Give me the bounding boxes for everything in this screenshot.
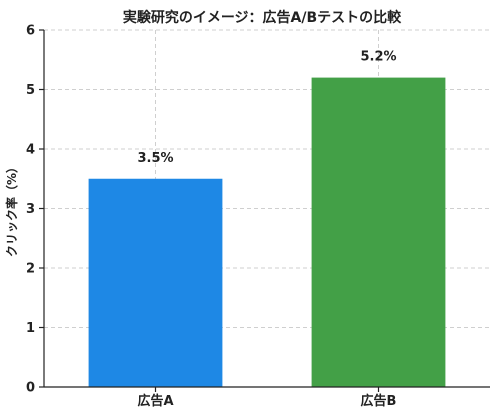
bars [88, 77, 446, 387]
bar-b [311, 77, 446, 387]
y-tick-label: 5 [26, 83, 35, 98]
y-tick-label: 2 [26, 262, 35, 277]
data-labels: 3.5% 5.2% [137, 50, 396, 166]
y-tick-label: 3 [26, 202, 35, 217]
x-ticks: 広告A 広告B [137, 387, 396, 409]
y-tick-label: 4 [26, 143, 35, 158]
chart-title: 実験研究のイメージ：広告A/Bテストの比較 [123, 9, 402, 26]
x-tick-label: 広告B [361, 393, 397, 409]
data-label: 5.2% [360, 50, 396, 65]
y-axis-label: クリック率（%） [4, 161, 19, 257]
y-tick-label: 6 [26, 24, 35, 39]
data-label: 3.5% [137, 151, 173, 166]
y-ticks: 0 1 2 3 4 5 6 [26, 24, 44, 396]
y-tick-label: 0 [26, 381, 35, 396]
y-tick-label: 1 [26, 321, 35, 336]
x-tick-label: 広告A [137, 393, 173, 409]
bar-a [88, 178, 223, 387]
